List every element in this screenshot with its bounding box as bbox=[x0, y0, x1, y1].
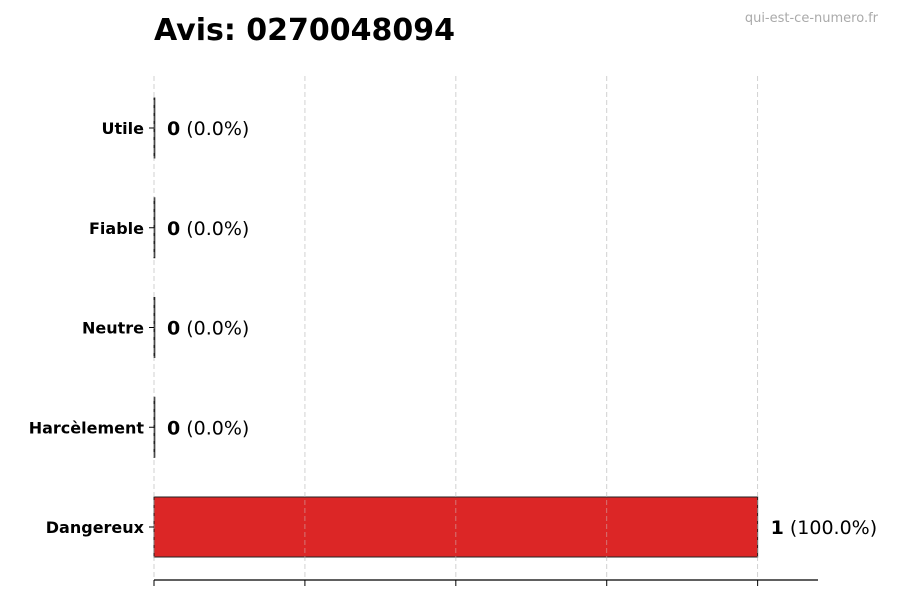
data-label-percent: (0.0%) bbox=[186, 118, 249, 140]
category-label: Fiable bbox=[89, 219, 144, 238]
data-label-percent: (0.0%) bbox=[186, 318, 249, 340]
data-label-percent: (0.0%) bbox=[186, 218, 249, 240]
data-label-percent: (100.0%) bbox=[790, 517, 877, 539]
data-label: 1 (100.0%) bbox=[771, 517, 878, 539]
data-label-count: 0 bbox=[167, 218, 180, 240]
category-label: Dangereux bbox=[46, 518, 145, 537]
category-label: Neutre bbox=[82, 319, 144, 338]
category-label: Harcèlement bbox=[29, 418, 145, 437]
data-label: 0 (0.0%) bbox=[167, 318, 249, 340]
data-label-count: 0 bbox=[167, 318, 180, 340]
data-label-count: 0 bbox=[167, 417, 180, 439]
category-label: Utile bbox=[102, 119, 145, 138]
data-label-count: 1 bbox=[771, 517, 784, 539]
chart-title: Avis: 0270048094 bbox=[154, 13, 455, 48]
watermark: qui-est-ce-numero.fr bbox=[745, 11, 879, 26]
data-label: 0 (0.0%) bbox=[167, 118, 249, 140]
data-label-percent: (0.0%) bbox=[186, 417, 249, 439]
data-label: 0 (0.0%) bbox=[167, 218, 249, 240]
data-label: 0 (0.0%) bbox=[167, 417, 249, 439]
data-label-count: 0 bbox=[167, 118, 180, 140]
